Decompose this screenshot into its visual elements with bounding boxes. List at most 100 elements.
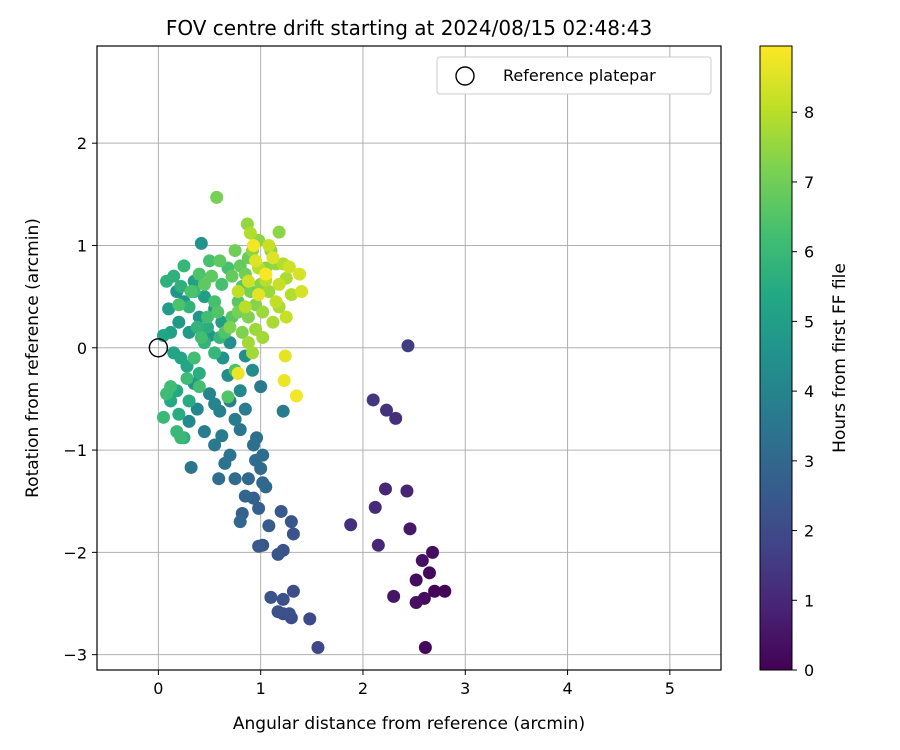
legend: Reference platepar [436, 56, 712, 95]
scatter-point [264, 590, 278, 604]
scatter-point [182, 394, 196, 408]
scatter-point [194, 236, 208, 250]
colorbar-tick-label: 7 [804, 173, 814, 192]
colorbar-tick-label: 0 [804, 661, 814, 680]
scatter-point [225, 269, 239, 283]
colorbar-ticks: 0 1 2 3 4 5 6 7 8 [792, 103, 814, 680]
y-axis-label: Rotation from reference (arcmin) [23, 218, 43, 498]
scatter-point [254, 380, 268, 394]
scatter-point [311, 640, 325, 654]
scatter-point [194, 331, 208, 345]
scatter-point [192, 267, 206, 281]
scatter-point [266, 315, 280, 329]
scatter-point [378, 482, 392, 496]
scatter-point [184, 285, 198, 299]
y-tick-label: 2 [77, 134, 87, 153]
scatter-point [238, 402, 252, 416]
scatter-point [182, 414, 196, 428]
scatter-point [200, 310, 214, 324]
scatter-point [426, 545, 440, 559]
scatter-point [231, 366, 245, 380]
scatter-point [282, 607, 296, 621]
scatter-point [233, 423, 247, 437]
scatter-point [252, 288, 266, 302]
scatter-point [428, 584, 442, 598]
x-tick-label: 4 [562, 679, 572, 698]
scatter-point [389, 411, 403, 425]
scatter-point [295, 285, 309, 299]
scatter-point [368, 500, 382, 514]
scatter-point [403, 522, 417, 536]
scatter-point [223, 336, 237, 350]
scatter-point [241, 336, 255, 350]
scatter-point [272, 277, 286, 291]
scatter-point [172, 407, 186, 421]
scatter-point [172, 298, 186, 312]
scatter-point [371, 538, 385, 552]
colorbar-label: Hours from first FF file [830, 263, 850, 453]
scatter-point [256, 305, 270, 319]
scatter-point [284, 515, 298, 529]
scatter-point [379, 403, 393, 417]
scatter-point [238, 489, 252, 503]
scatter-point [276, 404, 290, 418]
scatter-point [215, 277, 229, 291]
scatter-point [438, 584, 452, 598]
scatter-point [208, 295, 222, 309]
scatter-point [269, 295, 283, 309]
scatter-point [259, 267, 273, 281]
scatter-point [167, 269, 181, 283]
scatter-point [197, 425, 211, 439]
scatter-point [286, 584, 300, 598]
scatter-point [274, 504, 288, 518]
scatter-point [256, 331, 270, 345]
legend-marker-icon [455, 66, 475, 86]
colorbar-tick-label: 5 [804, 312, 814, 331]
data-points [156, 190, 452, 654]
scatter-point [303, 612, 317, 626]
scatter-point [184, 460, 198, 474]
scatter-point [210, 190, 224, 204]
scatter-point [182, 300, 196, 314]
scatter-point [233, 515, 247, 529]
reference-platepar-point [148, 338, 169, 358]
scatter-point [208, 346, 222, 360]
scatter-point [278, 349, 292, 363]
scatter-point [228, 472, 242, 486]
plot-frame [96, 45, 722, 671]
scatter-point [177, 259, 191, 273]
scatter-point [174, 431, 188, 445]
scatter-point [252, 539, 266, 553]
scatter-point [245, 363, 259, 377]
scatter-point [164, 380, 178, 394]
scatter-point [208, 438, 222, 452]
scatter-point [241, 310, 255, 324]
scatter-point [203, 387, 217, 401]
scatter-point [197, 290, 211, 304]
x-tick-label: 0 [153, 679, 163, 698]
colorbar-tick-label: 6 [804, 243, 814, 262]
y-tick-label: −1 [63, 441, 87, 460]
scatter-point [235, 325, 249, 339]
scatter-point [250, 431, 264, 445]
scatter-point [223, 448, 237, 462]
colorbar: 0 1 2 3 4 5 6 7 8 Hours from first FF file [759, 45, 850, 680]
scatter-point [213, 254, 227, 268]
scatter-point [289, 389, 303, 403]
scatter-point [174, 279, 188, 293]
scatter-point [192, 366, 206, 380]
chart-title: FOV centre drift starting at 2024/08/15 … [166, 16, 652, 40]
y-tick-label: 1 [77, 236, 87, 255]
scatter-point [241, 274, 255, 288]
scatter-point [187, 351, 201, 365]
scatter-point [190, 402, 204, 416]
colorbar-tick-label: 1 [804, 591, 814, 610]
scatter-point [215, 429, 229, 443]
legend-entry: Reference platepar [503, 66, 656, 85]
scatter-point [249, 254, 263, 268]
x-tick-label: 5 [665, 679, 675, 698]
scatter-point [256, 448, 270, 462]
scatter-point [400, 484, 414, 498]
scatter-point [200, 320, 214, 334]
reference-marker [148, 338, 169, 358]
